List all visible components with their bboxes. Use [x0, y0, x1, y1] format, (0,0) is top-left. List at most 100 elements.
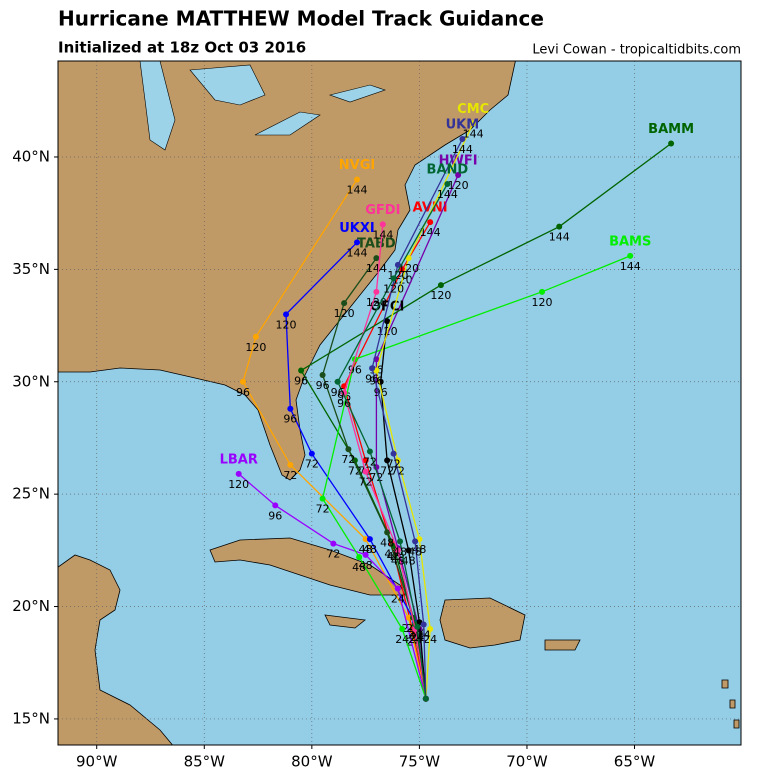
track-point: [362, 468, 369, 475]
hour-label: 144: [452, 143, 473, 156]
north-america: [58, 61, 516, 481]
hour-label: 72: [348, 464, 362, 477]
track-point: [556, 223, 563, 230]
track-point: [341, 300, 348, 307]
track-point: [298, 367, 305, 374]
track-point: [427, 219, 434, 226]
hour-label: 48: [359, 543, 373, 556]
track-point: [319, 372, 326, 379]
track-point: [330, 540, 337, 547]
hour-label: 72: [359, 476, 373, 489]
hour-label: 72: [387, 458, 401, 471]
track-point: [345, 446, 352, 453]
track-point: [272, 502, 279, 509]
track-point: [369, 365, 376, 372]
hour-label: 144: [347, 246, 368, 259]
track-point: [379, 221, 386, 228]
hour-label: 96: [316, 379, 330, 392]
hour-label: 96: [283, 413, 297, 426]
track-point: [405, 255, 412, 262]
lake: [189, 64, 266, 106]
track-point: [362, 551, 369, 558]
hour-label: 96: [337, 397, 351, 410]
central-america: [58, 554, 174, 745]
track-point: [240, 378, 247, 385]
hour-label: 96: [331, 386, 345, 399]
track-point: [668, 140, 675, 147]
model-name: BAMM: [648, 122, 694, 137]
hour-label: 120: [334, 307, 355, 320]
hour-label: 48: [393, 545, 407, 558]
model-name: CMC: [457, 102, 489, 117]
track-point: [405, 547, 412, 554]
track-line: [238, 473, 427, 699]
hour-label: 72: [380, 464, 394, 477]
model-name: NVGI: [339, 158, 375, 173]
track-point: [412, 538, 419, 545]
hour-label: 72: [305, 458, 319, 471]
track-point: [394, 585, 401, 592]
hour-label: 144: [347, 183, 368, 196]
hour-label: 72: [316, 503, 330, 516]
hour-label: 48: [408, 545, 422, 558]
track-point: [627, 252, 634, 259]
hour-label: 96: [348, 363, 362, 376]
hour-label: 24: [423, 633, 437, 646]
track-point: [427, 626, 434, 633]
model-name: AVNI: [413, 201, 448, 216]
track-point: [422, 695, 429, 702]
track-line: [380, 321, 427, 699]
lake: [328, 84, 386, 103]
hour-label: 24: [417, 629, 431, 642]
y-tick-label: 15°N: [12, 709, 50, 727]
hour-label: 120: [532, 296, 553, 309]
track-point: [390, 450, 397, 457]
y-tick-label: 25°N: [12, 485, 50, 503]
model-name: LBAR: [220, 452, 258, 467]
hour-label: 48: [391, 554, 405, 567]
x-tick-label: 85°W: [184, 753, 226, 768]
x-tick-label: 65°W: [614, 753, 656, 768]
x-tick-label: 75°W: [399, 753, 441, 768]
model-name: UKM: [446, 117, 480, 132]
puerto-rico: [544, 639, 581, 651]
hour-label: 96: [369, 375, 383, 388]
antilles: [721, 679, 740, 729]
hour-label: 144: [620, 260, 641, 273]
hour-label: 120: [398, 262, 419, 275]
land-layer: [58, 61, 740, 745]
track-point: [384, 457, 391, 464]
x-tick-label: 90°W: [76, 753, 118, 768]
track-point: [287, 461, 294, 468]
track-point: [437, 282, 444, 289]
hour-label: 144: [420, 226, 441, 239]
track-point: [455, 171, 462, 178]
hour-label: 48: [380, 536, 394, 549]
track-point: [356, 554, 363, 561]
hour-label: 144: [372, 228, 393, 241]
hour-label: 72: [283, 469, 297, 482]
track-point: [287, 405, 294, 412]
model-name: HWFI: [439, 153, 478, 168]
model-name: BAMS: [609, 234, 651, 249]
cuba: [209, 537, 406, 596]
hispaniola: [439, 597, 526, 649]
model-name: UKXI: [339, 221, 375, 236]
y-tick-label: 30°N: [12, 372, 50, 390]
hour-label: 48: [352, 561, 366, 574]
y-tick-label: 35°N: [12, 260, 50, 278]
hour-label: 120: [383, 282, 404, 295]
track-point: [390, 275, 397, 282]
track-point: [366, 448, 373, 455]
y-tick-label: 40°N: [12, 147, 50, 165]
track-point: [399, 626, 406, 633]
track-point: [384, 529, 391, 536]
track-point: [283, 311, 290, 318]
plot-layer: 24487296120144AVNI24487296120HWFI2448729…: [58, 61, 741, 745]
hour-label: 96: [268, 509, 282, 522]
model-name: GFDI: [365, 203, 400, 218]
lake: [254, 111, 321, 136]
track-point: [362, 536, 369, 543]
model-name: BAND: [427, 162, 469, 177]
